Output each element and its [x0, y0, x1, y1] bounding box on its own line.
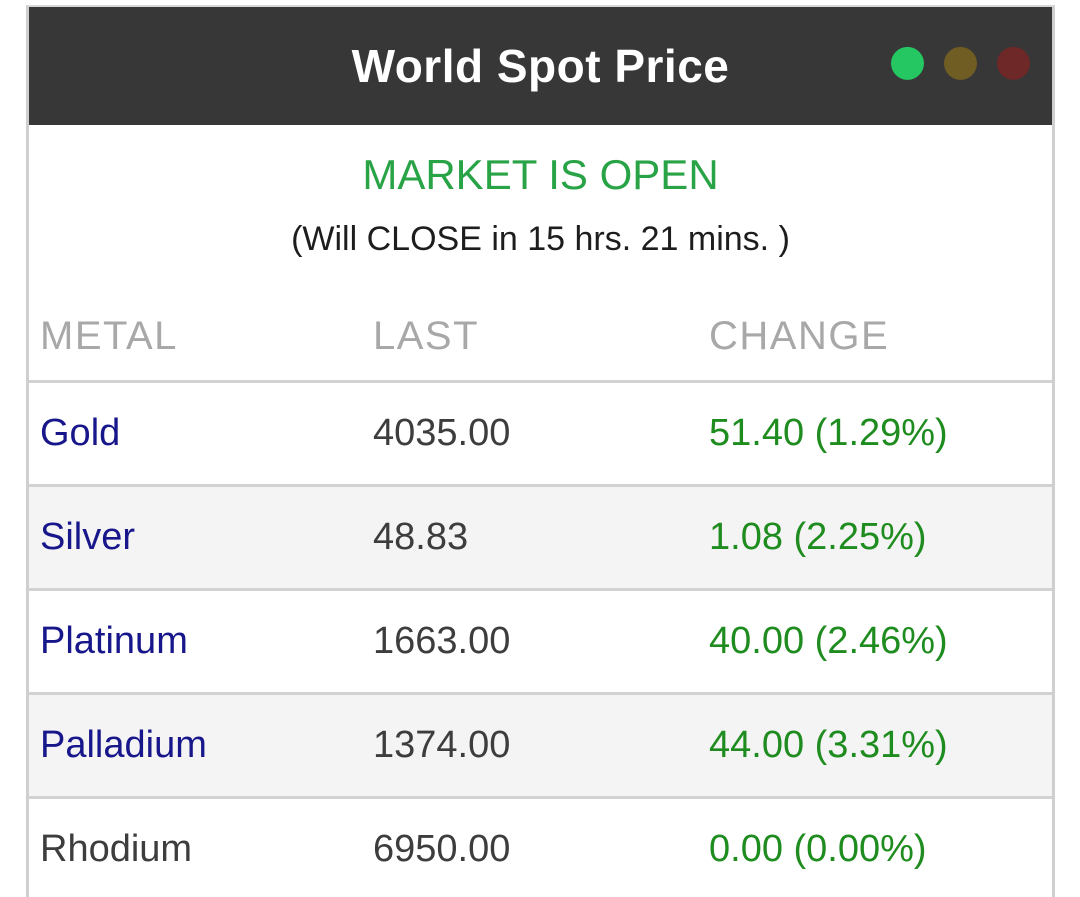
table-row-platinum: Platinum 1663.00 40.00 (2.46%)	[29, 588, 1052, 694]
metal-cell: Gold	[29, 380, 372, 486]
palladium-link[interactable]: Palladium	[40, 724, 207, 766]
market-close-countdown: (Will CLOSE in 15 hrs. 21 mins. )	[291, 220, 790, 258]
table-header-row: METAL LAST CHANGE	[29, 293, 1052, 382]
last-price: 4035.00	[372, 380, 708, 486]
metal-cell: Rhodium	[29, 796, 372, 897]
last-price: 1663.00	[372, 588, 708, 694]
change-value: 44.00 (3.31%)	[708, 692, 1052, 798]
silver-link[interactable]: Silver	[40, 516, 136, 558]
last-price: 48.83	[372, 484, 708, 590]
gold-link[interactable]: Gold	[40, 412, 121, 454]
change-value: 1.08 (2.25%)	[708, 484, 1052, 590]
change-value: 40.00 (2.46%)	[708, 588, 1052, 694]
metal-cell: Silver	[29, 484, 372, 590]
market-status-lights	[891, 46, 1030, 80]
last-price: 6950.00	[372, 796, 708, 897]
yellow-light-icon	[944, 46, 977, 80]
widget-title: World Spot Price	[351, 40, 730, 92]
change-value: 0.00 (0.00%)	[708, 796, 1052, 897]
red-light-icon	[997, 46, 1030, 80]
column-header-change: CHANGE	[709, 314, 890, 358]
metal-cell: Platinum	[29, 588, 372, 694]
table-row-palladium: Palladium 1374.00 44.00 (3.31%)	[29, 692, 1052, 798]
market-open-status: MARKET IS OPEN	[362, 151, 719, 198]
change-value: 51.40 (1.29%)	[708, 380, 1052, 486]
green-light-icon	[891, 46, 924, 80]
table-row-silver: Silver 48.83 1.08 (2.25%)	[29, 484, 1052, 590]
metal-cell: Palladium	[29, 692, 372, 798]
widget-header: World Spot Price	[29, 7, 1052, 125]
column-header-metal: METAL	[40, 314, 178, 358]
table-row-gold: Gold 4035.00 51.40 (1.29%)	[29, 380, 1052, 486]
platinum-link[interactable]: Platinum	[40, 620, 188, 662]
spot-price-table: METAL LAST CHANGE Gold 4035.00 51.40 (1.…	[29, 293, 1052, 897]
column-header-last: LAST	[373, 314, 480, 358]
last-price: 1374.00	[372, 692, 708, 798]
table-row-rhodium: Rhodium 6950.00 0.00 (0.00%)	[29, 796, 1052, 897]
market-status-section: MARKET IS OPEN (Will CLOSE in 15 hrs. 21…	[29, 125, 1052, 293]
world-spot-price-widget: World Spot Price MARKET IS OPEN (Will CL…	[26, 5, 1055, 897]
rhodium-label: Rhodium	[40, 828, 193, 870]
